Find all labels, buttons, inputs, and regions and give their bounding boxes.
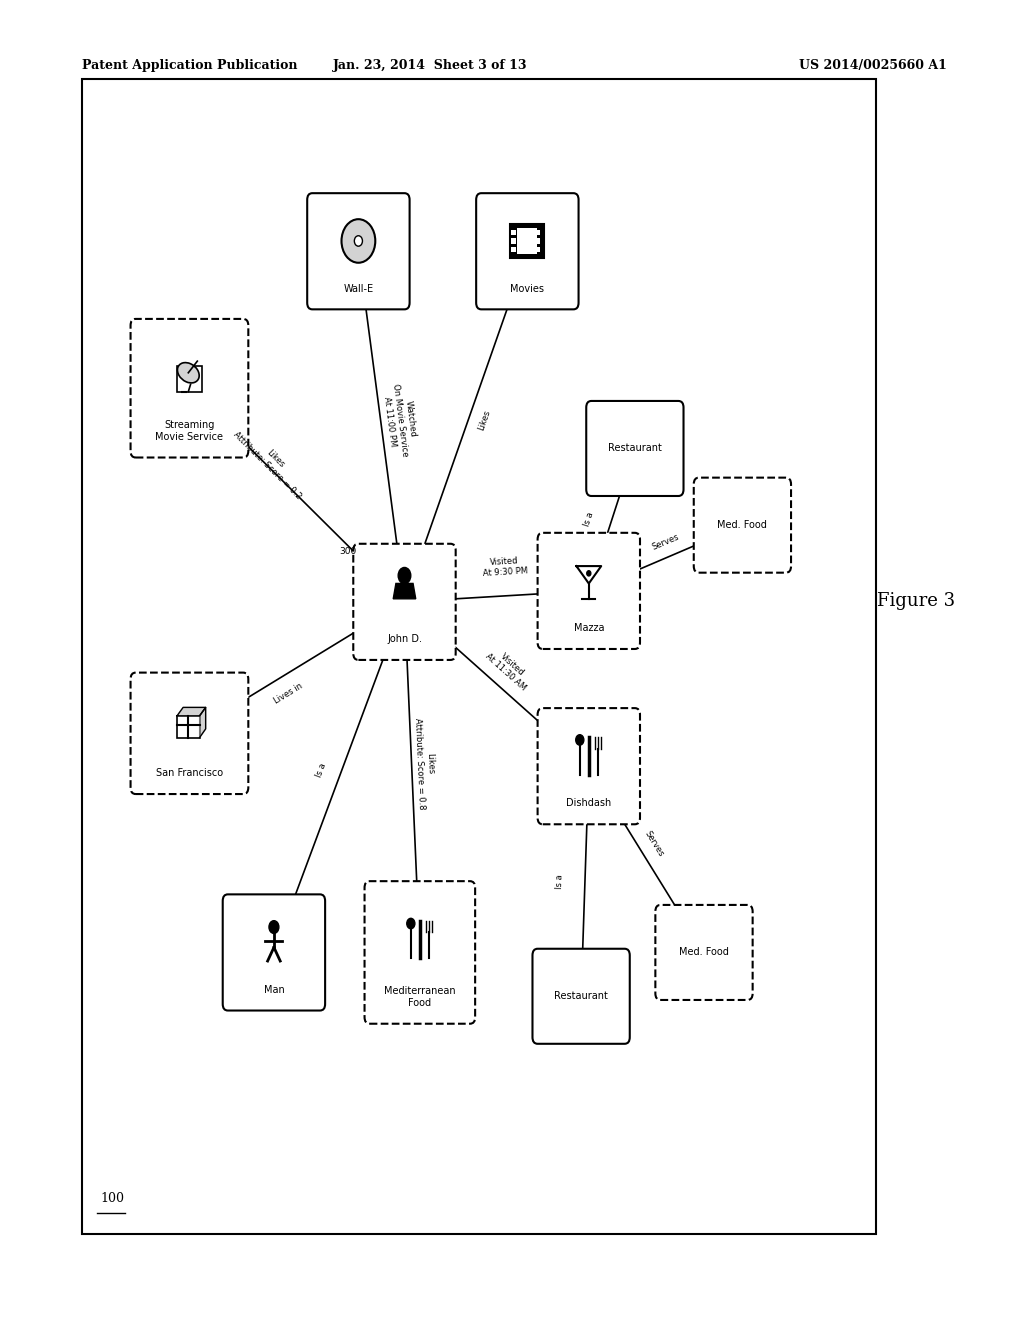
- Text: Visited
At 11:30 AM: Visited At 11:30 AM: [483, 644, 535, 693]
- FancyBboxPatch shape: [586, 401, 683, 496]
- FancyBboxPatch shape: [131, 319, 248, 458]
- Text: Wall-E: Wall-E: [343, 284, 374, 293]
- Text: 100: 100: [100, 1192, 124, 1205]
- Text: Likes
Attribute: Score = 0.8: Likes Attribute: Score = 0.8: [413, 718, 436, 810]
- Text: 300: 300: [340, 548, 356, 556]
- Circle shape: [341, 219, 375, 263]
- Ellipse shape: [177, 363, 200, 383]
- Text: Restaurant: Restaurant: [554, 991, 608, 1002]
- Circle shape: [587, 570, 591, 576]
- Circle shape: [407, 919, 415, 929]
- FancyBboxPatch shape: [538, 533, 640, 649]
- FancyBboxPatch shape: [510, 224, 545, 257]
- FancyBboxPatch shape: [177, 366, 202, 392]
- Text: Jan. 23, 2014  Sheet 3 of 13: Jan. 23, 2014 Sheet 3 of 13: [333, 59, 527, 73]
- Text: Lives in: Lives in: [272, 682, 305, 706]
- Text: Med. Food: Med. Food: [679, 948, 729, 957]
- FancyBboxPatch shape: [511, 230, 516, 235]
- Circle shape: [354, 236, 362, 247]
- Circle shape: [398, 568, 411, 583]
- Text: San Francisco: San Francisco: [156, 768, 223, 779]
- Text: Likes
Attribute: Score = 0.2: Likes Attribute: Score = 0.2: [232, 422, 310, 502]
- FancyBboxPatch shape: [532, 949, 630, 1044]
- FancyBboxPatch shape: [511, 239, 516, 244]
- Text: Serves: Serves: [650, 532, 681, 552]
- Circle shape: [269, 920, 279, 933]
- Text: Man: Man: [263, 985, 285, 995]
- FancyBboxPatch shape: [511, 247, 516, 252]
- FancyBboxPatch shape: [538, 708, 640, 824]
- FancyBboxPatch shape: [476, 193, 579, 309]
- FancyBboxPatch shape: [655, 906, 753, 1001]
- Text: Visited
At 9:30 PM: Visited At 9:30 PM: [481, 556, 528, 578]
- FancyBboxPatch shape: [694, 478, 791, 573]
- Polygon shape: [177, 708, 206, 715]
- Polygon shape: [200, 708, 206, 738]
- FancyBboxPatch shape: [536, 230, 541, 235]
- Text: Serves: Serves: [643, 829, 666, 858]
- FancyBboxPatch shape: [82, 79, 876, 1234]
- Text: Mediterranean
Food: Mediterranean Food: [384, 986, 456, 1008]
- Text: John D.: John D.: [387, 634, 422, 644]
- Text: Movies: Movies: [510, 284, 545, 293]
- Text: Watched
On Movie Service
At 11:00 PM: Watched On Movie Service At 11:00 PM: [380, 381, 420, 458]
- Text: Is a: Is a: [555, 874, 564, 888]
- Text: Mazza: Mazza: [573, 623, 604, 634]
- FancyBboxPatch shape: [223, 895, 326, 1011]
- FancyBboxPatch shape: [536, 239, 541, 244]
- FancyBboxPatch shape: [177, 715, 200, 738]
- FancyBboxPatch shape: [131, 673, 248, 795]
- FancyBboxPatch shape: [307, 193, 410, 309]
- Text: Likes: Likes: [476, 408, 493, 432]
- FancyBboxPatch shape: [353, 544, 456, 660]
- FancyBboxPatch shape: [536, 247, 541, 252]
- Text: Restaurant: Restaurant: [608, 444, 662, 454]
- Text: Streaming
Movie Service: Streaming Movie Service: [156, 420, 223, 442]
- Text: Dishdash: Dishdash: [566, 799, 611, 808]
- Text: Med. Food: Med. Food: [718, 520, 767, 531]
- Text: US 2014/0025660 A1: US 2014/0025660 A1: [799, 59, 946, 73]
- Text: Patent Application Publication: Patent Application Publication: [82, 59, 297, 73]
- FancyBboxPatch shape: [365, 882, 475, 1024]
- Text: Figure 3: Figure 3: [878, 591, 955, 610]
- Circle shape: [575, 735, 584, 746]
- Polygon shape: [393, 583, 416, 599]
- Text: Is a: Is a: [314, 762, 328, 779]
- Text: Is a: Is a: [583, 511, 596, 528]
- FancyBboxPatch shape: [517, 228, 538, 253]
